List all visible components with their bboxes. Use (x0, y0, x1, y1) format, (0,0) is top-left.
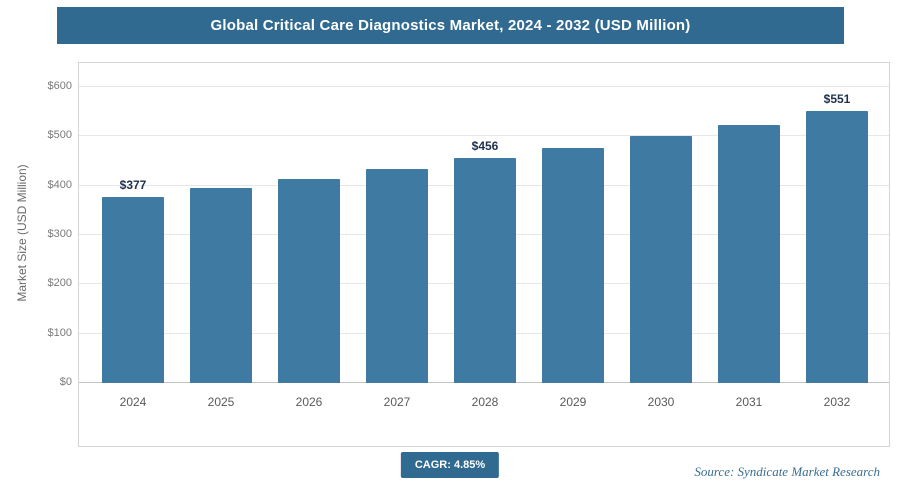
y-tick-label: $400 (47, 178, 72, 191)
chart-title: Global Critical Care Diagnostics Market,… (57, 7, 844, 44)
bar (718, 125, 780, 383)
bar-value-label: $456 (471, 139, 499, 154)
y-tick-label: $0 (59, 376, 72, 388)
x-axis-label: 2025 (207, 395, 235, 409)
x-axis-label: 2032 (823, 395, 851, 409)
x-axis-label: 2027 (383, 395, 411, 409)
bar (630, 136, 692, 383)
y-tick-label: $100 (47, 326, 72, 339)
bar (190, 188, 252, 383)
source-text: Source: Syndicate Market Research (694, 464, 880, 479)
x-axis-label: 2031 (735, 395, 763, 409)
bar-value-label: $377 (119, 178, 147, 193)
x-axis-label: 2030 (647, 395, 675, 409)
bar-slot (705, 87, 793, 383)
bar-slot: $551 (793, 87, 881, 383)
bar (102, 197, 164, 383)
bars-container: $377 $456 $551 (89, 87, 881, 383)
y-tick-label: $600 (47, 80, 72, 92)
bar (806, 111, 868, 383)
bar (278, 178, 340, 383)
bar-slot (177, 87, 265, 383)
x-axis-label: 2024 (119, 395, 147, 409)
bar-slot: $377 (89, 87, 177, 383)
y-tick-label: $500 (47, 129, 72, 142)
y-axis-title: Market Size (USD Million) (15, 164, 29, 302)
bar-slot (617, 87, 705, 383)
gridline (79, 135, 889, 137)
cagr-badge: CAGR: 4.85% (400, 452, 500, 478)
x-axis-labels: 2024 2025 2026 2027 2028 2029 2030 2031 2032 (89, 395, 881, 409)
chart-area: $377 $456 $551 2024 2025 2026 2027 2028 2029 203… (78, 62, 890, 447)
x-axis-label: 2028 (471, 395, 499, 409)
y-tick-label: $200 (47, 277, 72, 290)
bar (454, 158, 516, 383)
bar (366, 169, 428, 383)
bar (542, 147, 604, 383)
bar-value-label: $551 (823, 92, 851, 107)
gridline (79, 86, 889, 87)
x-axis-label: 2026 (295, 395, 323, 409)
bar-slot (529, 87, 617, 383)
bar-slot: $456 (441, 87, 529, 383)
bar-slot (353, 87, 441, 383)
y-tick-label: $300 (47, 228, 72, 240)
x-axis-label: 2029 (559, 395, 587, 409)
bar-slot (265, 87, 353, 383)
